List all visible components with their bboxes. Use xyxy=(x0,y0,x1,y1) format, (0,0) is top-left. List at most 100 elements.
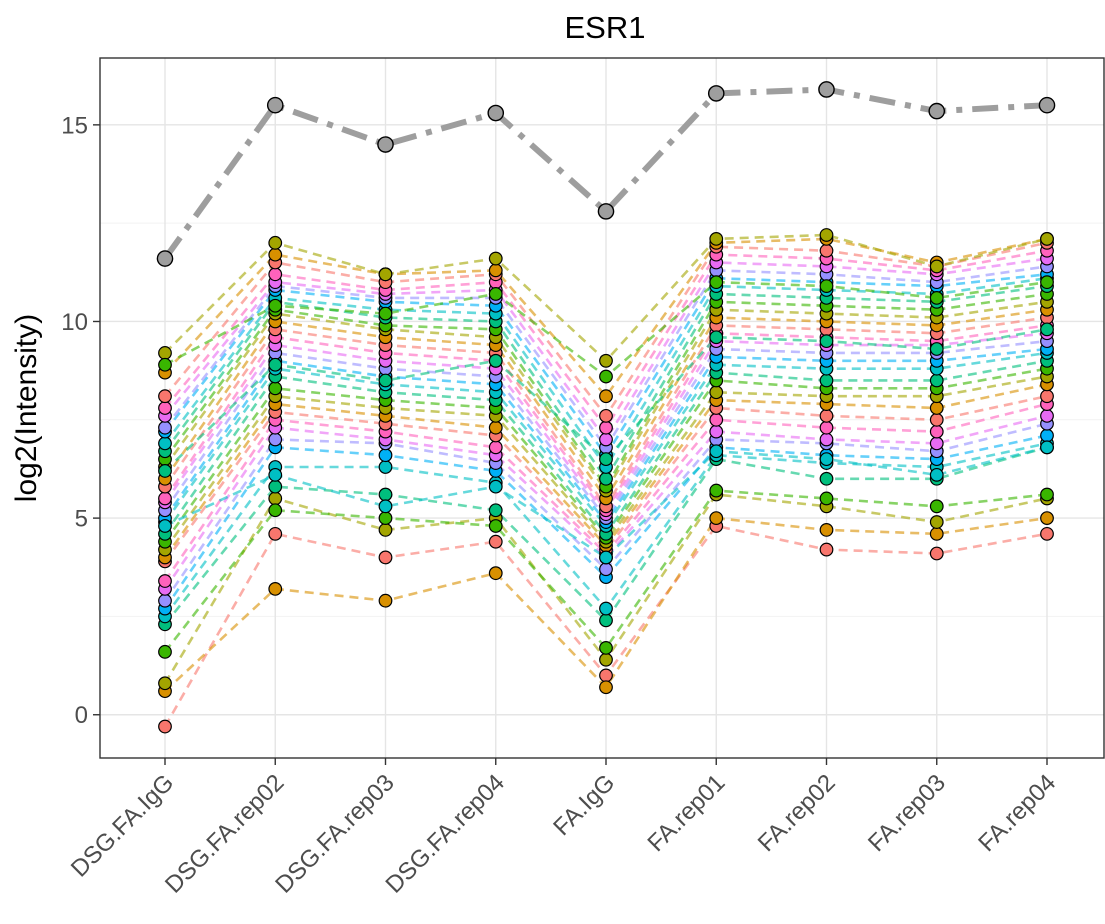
data-point xyxy=(709,412,724,427)
data-point xyxy=(378,448,393,463)
data-point xyxy=(709,483,724,498)
x-axis: DSG.FA.IgGDSG.FA.rep02DSG.FA.rep03DSG.FA… xyxy=(66,758,1061,899)
series-line xyxy=(163,284,1048,482)
data-point xyxy=(599,680,613,695)
data-point xyxy=(599,668,613,683)
data-point xyxy=(1040,428,1054,443)
data-point xyxy=(1040,389,1054,404)
y-tick-label: 5 xyxy=(75,506,88,533)
data-point xyxy=(929,546,944,561)
data-point xyxy=(819,491,834,506)
data-point xyxy=(488,420,503,435)
data-point xyxy=(709,511,724,526)
data-point xyxy=(488,287,503,301)
data-point xyxy=(158,401,172,415)
data-point xyxy=(158,574,172,588)
data-point xyxy=(709,231,724,246)
series-line xyxy=(164,446,1048,560)
data-point xyxy=(268,491,283,506)
data-point xyxy=(599,408,613,423)
data-point xyxy=(819,408,834,423)
data-point xyxy=(158,389,172,404)
data-point xyxy=(709,330,724,345)
data-point xyxy=(378,499,393,514)
highlight-point xyxy=(818,81,835,98)
highlight-point xyxy=(707,85,725,102)
series-line xyxy=(163,351,1048,529)
x-tick-label: DSG.FA.IgG xyxy=(66,769,179,882)
data-point xyxy=(158,436,172,451)
series-line xyxy=(164,328,1048,472)
data-point xyxy=(488,440,503,455)
data-point xyxy=(819,334,834,349)
data-point xyxy=(709,385,724,400)
series-line xyxy=(163,489,1048,653)
data-point xyxy=(599,369,613,384)
data-point xyxy=(378,460,393,474)
data-point xyxy=(158,464,172,478)
series-line xyxy=(163,367,1048,543)
data-point xyxy=(929,424,944,439)
data-point xyxy=(599,389,613,404)
series-line xyxy=(163,292,1048,490)
data-point xyxy=(929,373,944,388)
data-point xyxy=(1040,231,1054,246)
data-point xyxy=(599,613,613,628)
data-point xyxy=(378,373,393,388)
data-point xyxy=(268,381,283,396)
data-point xyxy=(929,499,944,514)
x-tick-label: FA.rep02 xyxy=(753,769,841,857)
data-point xyxy=(488,503,503,518)
data-point xyxy=(1040,440,1054,455)
series-line xyxy=(163,300,1048,493)
data-point xyxy=(599,562,613,577)
data-point xyxy=(599,471,613,486)
data-point xyxy=(599,353,613,368)
data-point xyxy=(929,259,944,274)
data-point xyxy=(158,519,172,533)
x-tick-label: DSG.FA.rep04 xyxy=(381,769,510,898)
data-point xyxy=(1040,487,1054,502)
data-point xyxy=(929,526,944,541)
data-point xyxy=(378,550,393,565)
highlight-series xyxy=(156,81,1056,267)
data-point xyxy=(599,420,613,435)
data-point xyxy=(819,243,834,258)
data-point xyxy=(709,424,724,439)
data-point xyxy=(599,550,613,565)
series-points xyxy=(158,228,1054,734)
x-tick-label: FA.rep03 xyxy=(863,769,951,857)
data-point xyxy=(929,412,944,427)
data-point xyxy=(819,542,834,557)
data-point xyxy=(819,471,834,486)
series-line xyxy=(163,331,1048,517)
data-point xyxy=(378,487,393,502)
y-tick-label: 0 xyxy=(75,702,88,729)
data-point xyxy=(819,228,834,242)
data-point xyxy=(158,719,172,734)
data-point xyxy=(268,526,283,541)
data-point xyxy=(599,601,613,616)
x-tick-label: FA.rep04 xyxy=(973,769,1061,857)
y-tick-label: 15 xyxy=(61,112,88,139)
data-point xyxy=(158,593,172,608)
data-point xyxy=(158,644,172,659)
y-axis: 0 5 10 15 xyxy=(61,112,100,729)
highlight-point xyxy=(597,203,615,220)
data-point xyxy=(268,267,283,282)
data-point xyxy=(268,479,283,494)
series-line xyxy=(163,446,1048,626)
x-tick-label: FA.rep01 xyxy=(643,769,731,857)
data-point xyxy=(929,342,944,356)
data-point xyxy=(268,581,283,596)
data-point xyxy=(158,420,172,435)
data-point xyxy=(709,275,724,290)
highlight-line xyxy=(162,86,1048,261)
data-point xyxy=(488,566,503,581)
data-point xyxy=(1040,526,1054,541)
data-point xyxy=(1040,408,1054,423)
data-point xyxy=(819,432,834,447)
series-line xyxy=(163,257,1048,442)
data-point xyxy=(268,235,283,250)
